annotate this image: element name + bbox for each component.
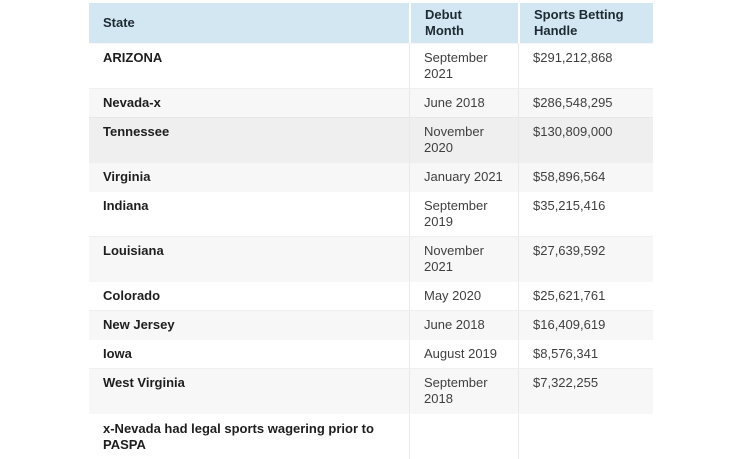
handle-cell: $35,215,416: [518, 191, 653, 236]
debut-cell: June 2018: [409, 310, 518, 339]
handle-cell: $16,409,619: [518, 310, 653, 339]
table-row: Virginia January 2021 $58,896,564: [89, 162, 653, 191]
table-row: Colorado May 2020 $25,621,761: [89, 281, 653, 310]
state-cell: New Jersey: [89, 310, 409, 339]
state-cell: Indiana: [89, 191, 409, 236]
debut-cell: September 2021: [409, 43, 518, 88]
footnote-row: x-Nevada had legal sports wagering prior…: [89, 413, 653, 459]
state-cell: Iowa: [89, 339, 409, 368]
table-row: Iowa August 2019 $8,576,341: [89, 339, 653, 368]
debut-cell: January 2021: [409, 162, 518, 191]
state-cell: Louisiana: [89, 236, 409, 281]
footnote-text: x-Nevada had legal sports wagering prior…: [89, 413, 409, 459]
handle-cell: $7,322,255: [518, 368, 653, 413]
sports-betting-handle-table: State Debut Month Sports Betting Handle …: [89, 3, 653, 459]
debut-cell: September 2019: [409, 191, 518, 236]
table-row: ARIZONA September 2021 $291,212,868: [89, 43, 653, 88]
table-row: Tennessee November 2020 $130,809,000: [89, 117, 653, 162]
handle-cell: $25,621,761: [518, 281, 653, 310]
table-row: Louisiana November 2021 $27,639,592: [89, 236, 653, 281]
debut-cell: June 2018: [409, 88, 518, 117]
column-header-debut-month: Debut Month: [409, 3, 518, 43]
header-row: State Debut Month Sports Betting Handle: [89, 3, 653, 43]
table-container: State Debut Month Sports Betting Handle …: [89, 0, 653, 459]
state-cell: Virginia: [89, 162, 409, 191]
footnote-empty-cell: [409, 413, 518, 459]
state-cell: Nevada-x: [89, 88, 409, 117]
handle-cell: $27,639,592: [518, 236, 653, 281]
debut-cell: September 2018: [409, 368, 518, 413]
debut-cell: November 2020: [409, 117, 518, 162]
footnote-empty-cell: [518, 413, 653, 459]
table-row: New Jersey June 2018 $16,409,619: [89, 310, 653, 339]
state-cell: West Virginia: [89, 368, 409, 413]
handle-cell: $130,809,000: [518, 117, 653, 162]
debut-cell: November 2021: [409, 236, 518, 281]
state-cell: ARIZONA: [89, 43, 409, 88]
handle-cell: $8,576,341: [518, 339, 653, 368]
table-row: West Virginia September 2018 $7,322,255: [89, 368, 653, 413]
state-cell: Tennessee: [89, 117, 409, 162]
column-header-state: State: [89, 3, 409, 43]
table-row: Indiana September 2019 $35,215,416: [89, 191, 653, 236]
handle-cell: $286,548,295: [518, 88, 653, 117]
state-cell: Colorado: [89, 281, 409, 310]
debut-cell: August 2019: [409, 339, 518, 368]
table-row: Nevada-x June 2018 $286,548,295: [89, 88, 653, 117]
debut-cell: May 2020: [409, 281, 518, 310]
handle-cell: $58,896,564: [518, 162, 653, 191]
column-header-handle: Sports Betting Handle: [518, 3, 653, 43]
handle-cell: $291,212,868: [518, 43, 653, 88]
